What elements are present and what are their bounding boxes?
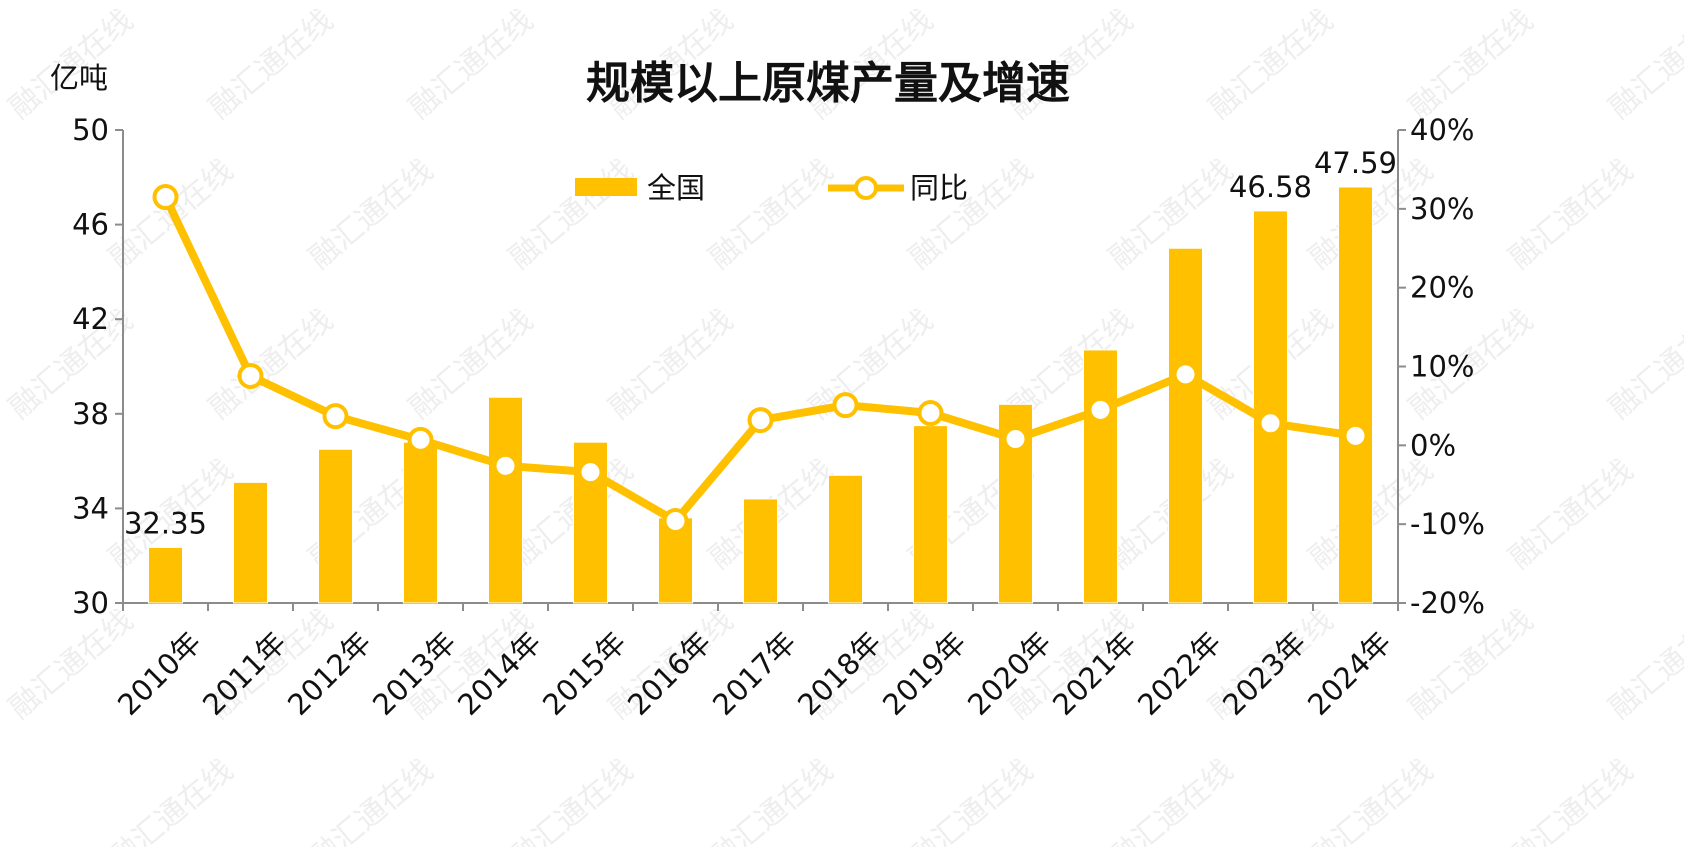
bar-7 <box>743 498 778 604</box>
watermark-text: 融汇通在线 <box>1503 753 1640 847</box>
bar-8 <box>828 474 863 604</box>
x-tick-label: 2023年 <box>1216 625 1313 722</box>
line-series <box>152 184 1369 535</box>
watermark-text: 融汇通在线 <box>1603 303 1684 426</box>
watermark-text: 融汇通在线 <box>703 753 840 847</box>
bar-4 <box>488 396 523 604</box>
line-point-2 <box>322 403 349 430</box>
line-point-10 <box>1002 426 1029 453</box>
data-label-14: 47.59 <box>1314 146 1397 180</box>
legend-swatch-bar <box>575 178 637 196</box>
bar-series <box>148 186 1373 604</box>
watermark-text: 融汇通在线 <box>503 753 640 847</box>
bar-14 <box>1338 186 1373 604</box>
legend-label-line: 同比 <box>910 171 968 205</box>
watermark-text: 融汇通在线 <box>1603 3 1684 126</box>
line-point-6 <box>662 508 689 535</box>
line-point-13 <box>1257 410 1284 437</box>
watermark-text: 融汇通在线 <box>1203 3 1340 126</box>
line-point-0 <box>152 184 179 211</box>
watermark-text: 融汇通在线 <box>403 3 540 126</box>
watermark-text: 融汇通在线 <box>1403 3 1540 126</box>
line-point-14 <box>1342 422 1369 449</box>
bar-2 <box>318 448 353 604</box>
right-tick-label: 0% <box>1410 428 1456 462</box>
watermark-text: 融汇通在线 <box>1303 753 1440 847</box>
right-tick-label: 10% <box>1410 350 1474 384</box>
bar-13 <box>1253 210 1288 604</box>
line-point-4 <box>492 452 519 479</box>
left-tick-label: 50 <box>72 113 109 147</box>
line-point-1 <box>237 362 264 389</box>
left-tick-label: 30 <box>72 586 109 620</box>
watermark-text: 融汇通在线 <box>1403 603 1540 726</box>
data-label-0: 32.35 <box>124 506 207 540</box>
bar-9 <box>913 425 948 604</box>
watermark-text: 融汇通在线 <box>503 153 640 276</box>
watermark-text: 融汇通在线 <box>903 753 1040 847</box>
watermark-text: 融汇通在线 <box>1603 603 1684 726</box>
bar-12 <box>1168 247 1203 604</box>
legend-marker-line <box>854 176 878 200</box>
line-point-3 <box>407 426 434 453</box>
left-tick-label: 34 <box>72 491 109 525</box>
right-tick-label: -10% <box>1410 507 1485 541</box>
line-point-5 <box>577 459 604 486</box>
bar-0 <box>148 546 183 604</box>
right-tick-label: 20% <box>1410 271 1474 305</box>
line-point-7 <box>747 407 774 434</box>
line-point-8 <box>832 392 859 419</box>
legend-label-bar: 全国 <box>647 171 705 205</box>
data-label-13: 46.58 <box>1229 170 1312 204</box>
chart-title: 规模以上原煤产量及增速 <box>586 58 1070 109</box>
legend: 全国 同比 <box>575 171 968 205</box>
left-tick-label: 46 <box>72 208 109 242</box>
right-tick-label: 40% <box>1410 113 1474 147</box>
bar-11 <box>1083 349 1118 604</box>
watermark-text: 融汇通在线 <box>703 153 840 276</box>
left-tick-label: 42 <box>72 302 109 336</box>
bar-3 <box>403 441 438 604</box>
watermark-text: 融汇通在线 <box>1103 753 1240 847</box>
watermark-text: 融汇通在线 <box>603 303 740 426</box>
line-point-9 <box>917 400 944 427</box>
left-tick-label: 38 <box>72 397 109 431</box>
right-tick-label: 30% <box>1410 192 1474 226</box>
watermark-text: 融汇通在线 <box>203 3 340 126</box>
watermark-text: 融汇通在线 <box>1503 153 1640 276</box>
right-tick-label: -20% <box>1410 586 1485 620</box>
watermark-text: 融汇通在线 <box>1503 453 1640 576</box>
line-point-12 <box>1172 361 1199 388</box>
watermark-text: 融汇通在线 <box>303 153 440 276</box>
watermark-text: 融汇通在线 <box>303 753 440 847</box>
bar-1 <box>233 481 268 604</box>
watermark-text: 融汇通在线 <box>103 753 240 847</box>
left-axis-unit: 亿吨 <box>50 61 108 95</box>
line-point-11 <box>1087 396 1114 423</box>
